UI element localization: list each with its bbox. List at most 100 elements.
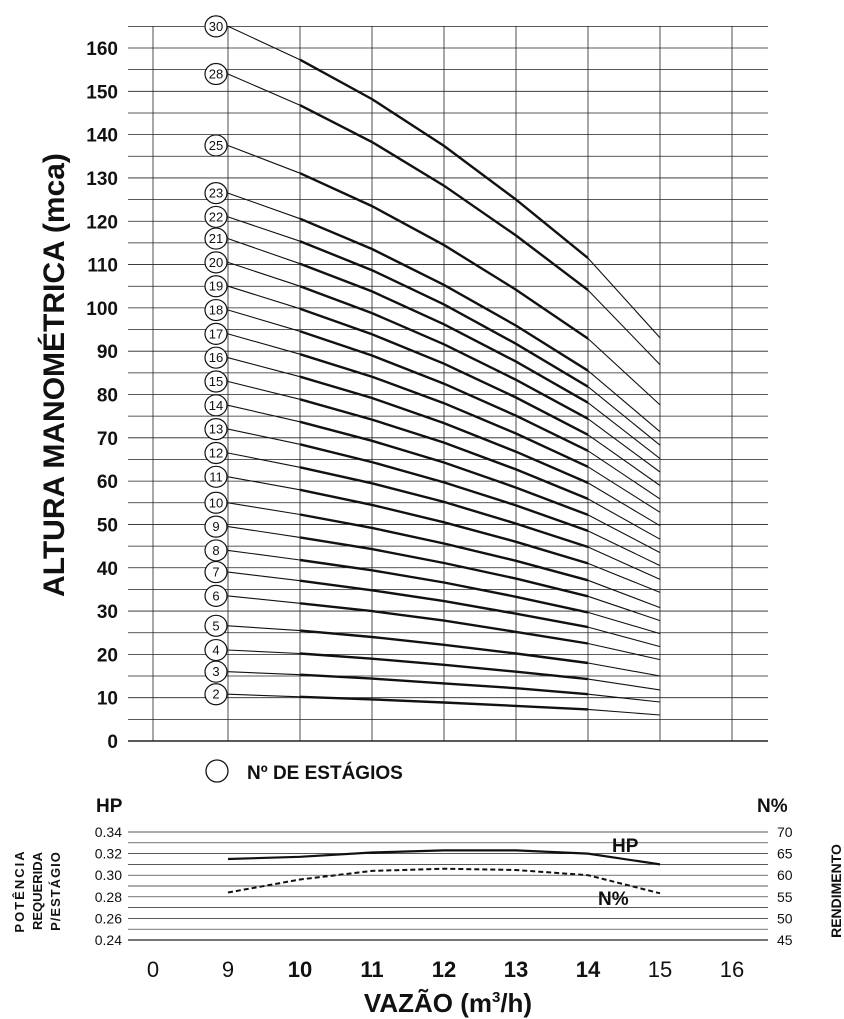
head-axis-ticks: 0 10 20 30 40 50 60 70 80 90 100 110 120 130 140 150 160 xyxy=(86,39,118,753)
curve-stage-28 xyxy=(227,73,301,106)
stage-label-25: 25 xyxy=(209,138,223,153)
y-tick-label: 160 xyxy=(86,39,118,60)
y-tick-label: 80 xyxy=(97,386,118,407)
stage-circle-6 xyxy=(204,584,228,608)
curve-stage-10-tail xyxy=(587,579,661,609)
stage-label-23: 23 xyxy=(209,186,223,201)
stage-circle-25 xyxy=(204,134,228,157)
power-chart-axes: 0.24 0.26 0.28 0.30 0.32 0.34 45 50 55 60 65 70 xyxy=(95,824,793,948)
y-tick-label: 40 xyxy=(97,559,118,580)
curve-stage-2-bold xyxy=(299,695,589,711)
stage-label-22: 22 xyxy=(209,209,223,224)
curve-stage-6-tail xyxy=(587,642,661,661)
stage-circle-22 xyxy=(204,205,228,229)
curve-stage-13-tail xyxy=(587,530,661,567)
curve-stage-19-tail xyxy=(587,434,661,486)
flow-axis-ticks: 0 9 10 11 12 13 14 15 16 xyxy=(147,957,744,982)
head-curves xyxy=(227,25,661,716)
curve-stage-30-tail xyxy=(587,257,661,339)
curve-stage-3 xyxy=(227,671,301,676)
curve-stage-17 xyxy=(227,333,301,355)
curve-stage-13 xyxy=(227,428,301,445)
stage-circle-21 xyxy=(204,227,228,250)
svg-text:P/ESTÁGIO: P/ESTÁGIO xyxy=(48,851,63,931)
efficiency-series-label: N% xyxy=(598,889,629,910)
hp-series-label: HP xyxy=(612,836,639,857)
efficiency-tick-label: 60 xyxy=(777,867,793,883)
curve-stage-4 xyxy=(227,649,301,655)
curve-stage-21 xyxy=(227,238,301,265)
curve-stage-23-bold xyxy=(299,217,589,372)
stage-circle-18 xyxy=(204,298,228,322)
efficiency-tick-label: 65 xyxy=(777,846,793,862)
stage-circle-2 xyxy=(204,683,228,706)
hp-tick-label: 0.28 xyxy=(95,889,122,905)
curve-stage-9 xyxy=(227,526,301,538)
efficiency-tick-label: 45 xyxy=(777,932,793,948)
curve-stage-3-bold xyxy=(299,673,589,696)
stage-label-16: 16 xyxy=(209,350,223,365)
x-tick-label: 14 xyxy=(576,957,601,982)
curve-stage-20 xyxy=(227,261,301,287)
curve-stage-8-tail xyxy=(587,611,661,635)
y-tick-label: 130 xyxy=(86,169,118,190)
hp-tick-label: 0.34 xyxy=(95,824,122,840)
stages-legend-label: Nº DE ESTÁGIOS xyxy=(247,762,403,784)
curve-stage-12-bold xyxy=(299,466,589,549)
curve-stage-4-bold xyxy=(299,652,589,681)
curve-stage-11-bold xyxy=(299,488,589,565)
efficiency-curve xyxy=(227,867,661,895)
stage-label-11: 11 xyxy=(209,469,223,484)
y-tick-label: 150 xyxy=(86,82,118,103)
stage-circle-4 xyxy=(204,638,228,662)
stage-circle-10 xyxy=(204,491,228,514)
y-tick-label: 30 xyxy=(97,602,118,623)
stage-circle-8 xyxy=(204,539,228,562)
x-tick-label: 11 xyxy=(360,957,383,982)
svg-text:POTÊNCIA: POTÊNCIA xyxy=(12,849,27,932)
curve-stage-21-bold xyxy=(299,262,589,404)
curve-stage-30 xyxy=(227,25,301,61)
stage-circle-30 xyxy=(204,15,228,38)
stage-label-21: 21 xyxy=(209,231,223,246)
stage-circle-17 xyxy=(204,322,228,345)
curve-stage-20-tail xyxy=(587,418,661,473)
stage-label-6: 6 xyxy=(212,588,219,603)
stage-markers: 2345678910111213141516171819202122232528… xyxy=(204,15,228,706)
hp-tick-label: 0.32 xyxy=(95,846,122,862)
curve-stage-18 xyxy=(227,309,301,332)
curve-stage-16 xyxy=(227,357,301,378)
efficiency-tick-label: 55 xyxy=(777,889,793,905)
curve-stage-9-tail xyxy=(587,595,661,622)
x-tick-label: 0 xyxy=(147,957,159,982)
stage-label-12: 12 xyxy=(209,445,223,460)
curve-stage-19-bold xyxy=(299,307,589,436)
x-tick-label: 9 xyxy=(222,957,234,982)
x-tick-label: 16 xyxy=(720,957,744,982)
stage-label-13: 13 xyxy=(209,422,223,437)
stage-label-20: 20 xyxy=(209,255,223,270)
curve-stage-10 xyxy=(227,502,301,516)
hp-tick-label: 0.24 xyxy=(95,932,122,948)
curve-stage-25-tail xyxy=(587,338,661,406)
y-tick-label: 20 xyxy=(97,645,118,666)
stage-label-10: 10 xyxy=(209,495,223,510)
power-axis-title: POTÊNCIA REQUERIDA P/ESTÁGIO xyxy=(12,849,63,932)
power-efficiency-curves: HP N% xyxy=(227,836,661,910)
power-chart-grid xyxy=(128,831,768,941)
curve-stage-16-bold xyxy=(299,375,589,485)
curve-stage-18-bold xyxy=(299,330,589,452)
curve-stage-4-tail xyxy=(587,678,661,691)
curve-stage-5 xyxy=(227,625,301,632)
efficiency-axis-unit: N% xyxy=(757,796,788,817)
curve-stage-12 xyxy=(227,452,301,468)
curve-stage-20-bold xyxy=(299,285,589,420)
curve-stage-7 xyxy=(227,571,301,582)
curve-stage-16-tail xyxy=(587,482,661,527)
stage-label-18: 18 xyxy=(209,303,223,318)
y-tick-label: 110 xyxy=(87,256,118,277)
curve-stage-8-bold xyxy=(299,558,589,614)
curve-stage-2-tail xyxy=(587,708,661,716)
curve-stage-5-bold xyxy=(299,629,589,665)
y-tick-label: 90 xyxy=(97,342,118,363)
